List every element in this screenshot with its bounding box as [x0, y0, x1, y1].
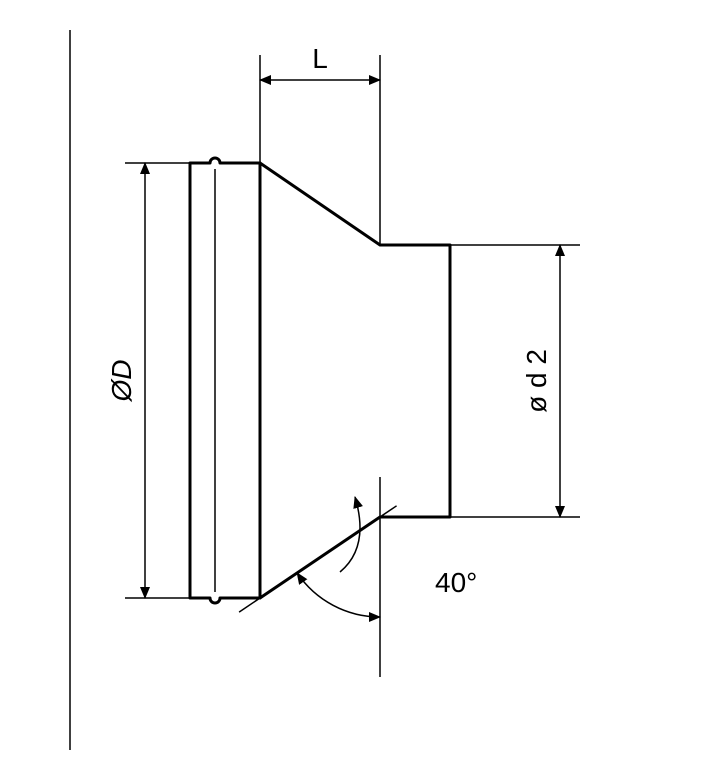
part-outline — [190, 158, 450, 603]
angle-label: 40° — [435, 567, 477, 598]
dim-label-L: L — [312, 43, 328, 74]
dim-label-D: ØD — [106, 360, 137, 403]
angle-leader — [340, 497, 360, 572]
angle-arc — [297, 573, 380, 617]
dim-label-d2: ø d 2 — [521, 349, 552, 413]
